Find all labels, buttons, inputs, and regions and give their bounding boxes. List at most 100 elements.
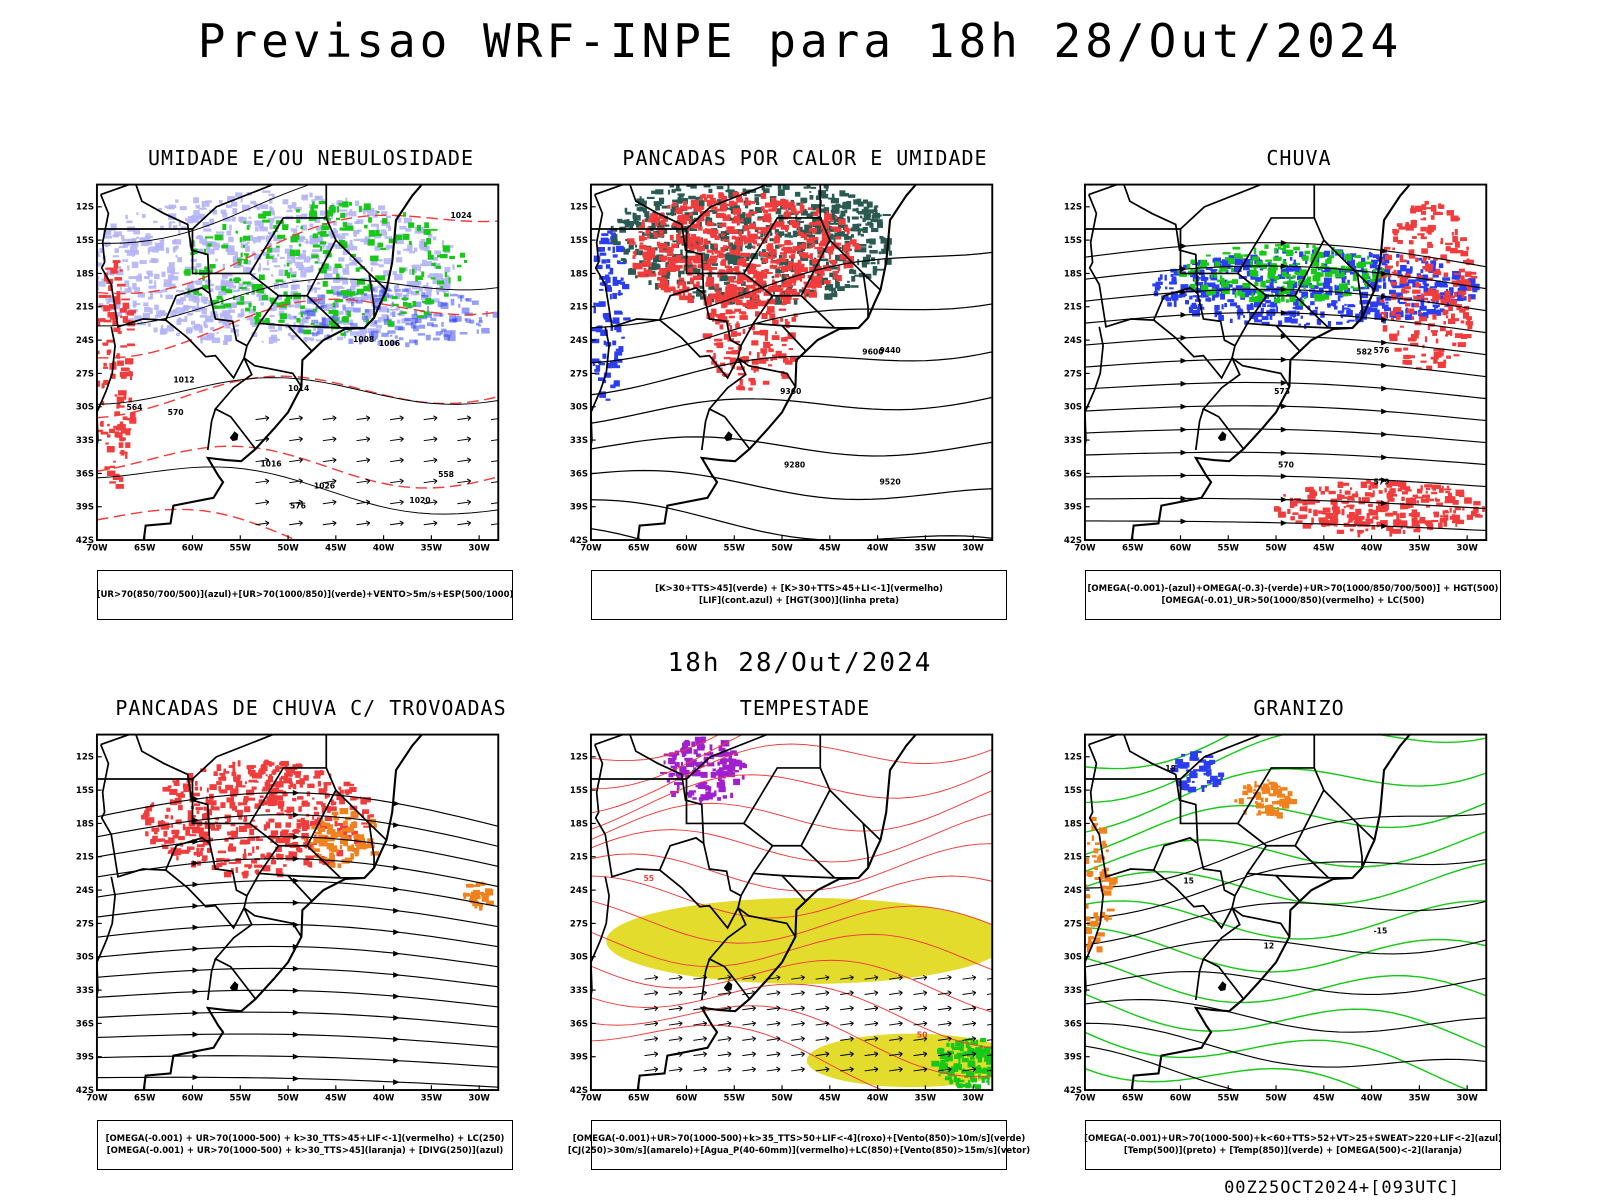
instability-fill-red xyxy=(639,244,647,250)
humidity-fill-blue xyxy=(351,246,358,251)
rain-fill-blue xyxy=(1426,283,1430,287)
wind-vector xyxy=(255,457,270,463)
lifted-index-contour xyxy=(591,338,600,344)
humidity-fill-blue xyxy=(338,311,344,315)
rain-fill-green xyxy=(1303,286,1306,290)
instability-fill-green xyxy=(800,220,805,223)
humidity-fill-green xyxy=(214,234,223,241)
humidity-fill-blue xyxy=(411,290,418,296)
instability-fill-green xyxy=(632,213,637,220)
humidity-fill-blue xyxy=(336,320,343,324)
instability-fill-red xyxy=(692,275,702,281)
rain-fill-blue xyxy=(1298,323,1301,326)
lifted-index-contour xyxy=(610,384,616,389)
y-tick-label: 24S xyxy=(570,336,588,346)
rain-fill-blue xyxy=(1298,290,1302,293)
rain-fill-red xyxy=(1416,275,1423,279)
humidity-fill-blue xyxy=(301,317,309,324)
rain-fill-blue xyxy=(1292,319,1297,324)
rain-fill-blue xyxy=(1250,275,1257,280)
thunder-fill-red xyxy=(251,786,257,790)
instability-fill-red xyxy=(766,244,770,251)
instability-fill-green xyxy=(623,249,629,255)
instability-fill-red xyxy=(809,245,814,249)
rain-fill-blue xyxy=(1273,288,1276,292)
rain-fill-red xyxy=(1450,496,1456,502)
thunder-fill-red xyxy=(216,764,222,771)
instability-fill-red xyxy=(692,255,697,262)
y-tick-label: 30S xyxy=(1064,403,1082,413)
humidity-fill-blue xyxy=(139,237,146,243)
humidity-fill-blue xyxy=(262,251,268,256)
rain-fill-red xyxy=(1352,514,1359,521)
humidity-fill-blue xyxy=(232,289,240,293)
rain-fill-blue xyxy=(1196,296,1200,301)
rain-fill-red xyxy=(1466,246,1469,251)
humidity-fill-blue xyxy=(257,235,265,240)
thunder-fill-red xyxy=(369,814,374,818)
humidity-fill-blue xyxy=(417,231,426,234)
instability-fill-red xyxy=(814,289,817,293)
humidity-fill-green xyxy=(329,320,337,326)
thunder-fill-red xyxy=(202,839,211,846)
instability-fill-red xyxy=(711,308,717,315)
thunder-fill-red xyxy=(309,861,313,868)
humidity-fill-blue xyxy=(252,236,262,243)
lifted-index-contour xyxy=(612,280,619,286)
humidity-fill-blue xyxy=(370,338,377,342)
thunder-fill-red xyxy=(220,862,227,866)
rain-fill-red xyxy=(1411,249,1415,256)
instability-fill-red xyxy=(678,281,687,286)
instability-fill-red xyxy=(788,348,794,351)
instability-fill-red xyxy=(839,253,848,260)
instability-fill-green xyxy=(677,193,685,196)
rain-fill-red xyxy=(1357,529,1364,533)
instability-fill-red xyxy=(721,259,727,266)
instability-fill-green xyxy=(724,176,731,179)
thickness-marker xyxy=(119,371,127,378)
instability-fill-red xyxy=(626,238,635,242)
instability-fill-green xyxy=(814,224,818,231)
humidity-fill-blue xyxy=(267,217,275,223)
instability-fill-red xyxy=(733,332,742,336)
humidity-fill-blue xyxy=(348,338,354,344)
rain-fill-blue xyxy=(1449,287,1454,294)
lifted-index-contour xyxy=(618,289,621,296)
rain-fill-green xyxy=(1275,244,1284,247)
rain-fill-blue xyxy=(1157,277,1161,282)
rain-fill-blue xyxy=(1243,315,1246,318)
rain-fill-blue xyxy=(1173,300,1177,308)
rain-fill-red xyxy=(1460,250,1469,257)
instability-fill-red xyxy=(764,268,769,273)
rain-fill-blue xyxy=(1155,281,1163,285)
lifted-index-contour xyxy=(612,317,620,324)
thunder-fill-red xyxy=(280,760,289,767)
rain-fill-blue xyxy=(1272,311,1275,317)
rain-fill-red xyxy=(1368,508,1373,516)
lifted-index-contour xyxy=(599,252,607,256)
humidity-fill-blue xyxy=(418,324,426,329)
wind-vector xyxy=(289,436,303,442)
instability-fill-red xyxy=(762,380,770,385)
rain-fill-blue xyxy=(1399,282,1408,288)
streamline-arrow xyxy=(1280,450,1288,456)
rain-fill-green xyxy=(1282,281,1287,284)
humidity-fill-blue xyxy=(397,312,401,316)
instability-fill-red xyxy=(664,287,671,293)
lifted-index-contour xyxy=(607,246,611,251)
thunder-fill-red xyxy=(180,791,184,798)
rain-fill-red xyxy=(1432,271,1442,276)
instability-fill-green xyxy=(775,233,782,238)
lifted-index-contour xyxy=(609,293,612,300)
instability-fill-red xyxy=(747,270,751,275)
instability-fill-red xyxy=(682,286,690,290)
instability-fill-green xyxy=(866,238,871,244)
instability-fill-green xyxy=(726,252,734,259)
humidity-fill-blue xyxy=(364,238,369,243)
instability-fill-red xyxy=(639,242,644,245)
humidity-fill-blue xyxy=(260,318,270,321)
humidity-fill-blue xyxy=(466,298,472,302)
instability-fill-green xyxy=(837,286,845,292)
humidity-fill-blue xyxy=(134,287,141,293)
thickness-marker xyxy=(119,308,127,313)
